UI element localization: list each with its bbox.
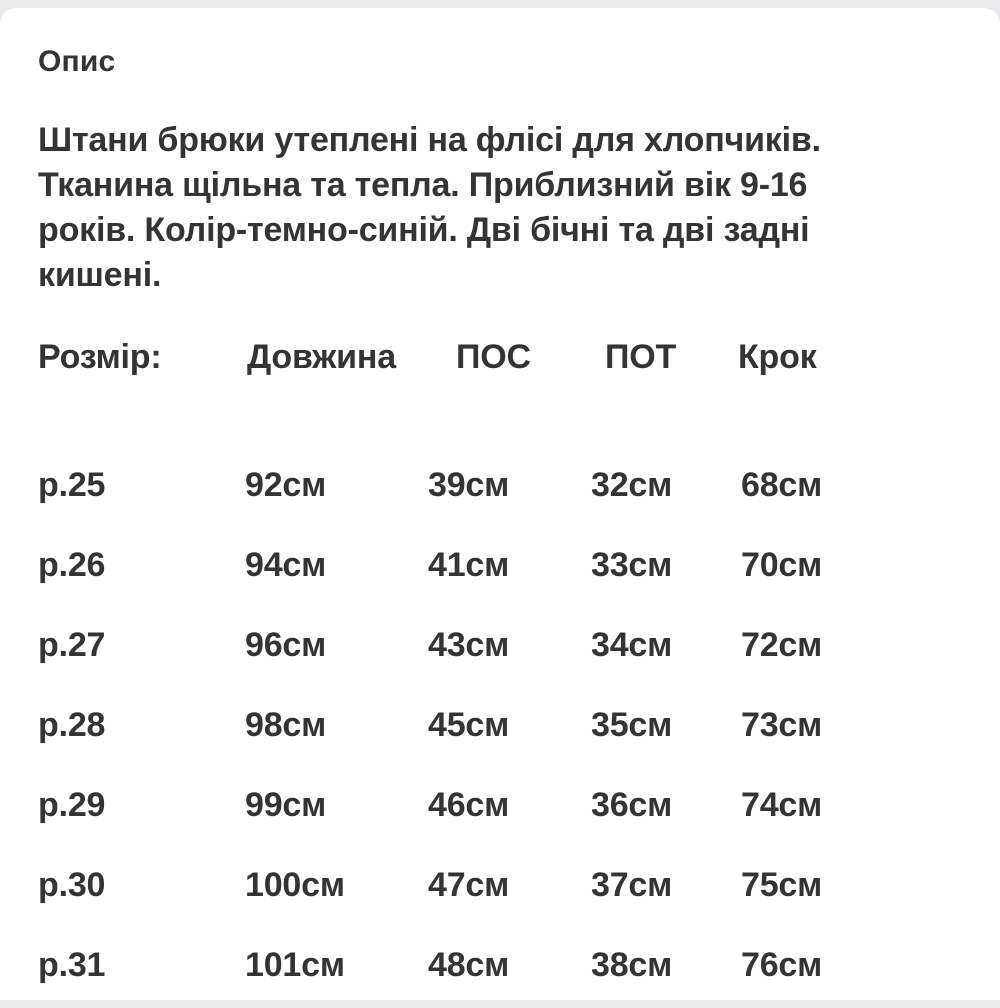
cell-pos: 43см: [428, 626, 510, 664]
cell-krok: 68см: [741, 466, 823, 504]
cell-size: р.26: [38, 546, 106, 584]
cell-pos: 39см: [428, 466, 510, 504]
header-pot: ПОТ: [605, 338, 677, 376]
header-size: Розмір:: [38, 338, 162, 376]
product-description: Штани брюки утеплені на флісі для хлопчи…: [38, 118, 962, 298]
cell-pot: 37см: [591, 866, 673, 904]
cell-size: р.31: [38, 946, 106, 984]
cell-pot: 35см: [591, 706, 673, 744]
cell-length: 96см: [245, 626, 327, 664]
description-line: Тканина щільна та тепла. Приблизний вік …: [38, 166, 808, 204]
cell-size: р.28: [38, 706, 106, 744]
size-table: Розмір: Довжина ПОС ПОТ Крок р.25 92см 3…: [38, 339, 962, 983]
cell-size: р.25: [38, 466, 106, 504]
table-row: р.30 100см 47см 37см 75см: [38, 867, 962, 903]
cell-pot: 36см: [591, 786, 673, 824]
cell-size: р.29: [38, 786, 106, 824]
cell-krok: 75см: [741, 866, 823, 904]
cell-pos: 41см: [428, 546, 510, 584]
cell-length: 98см: [245, 706, 327, 744]
table-row: р.25 92см 39см 32см 68см: [38, 467, 962, 503]
size-table-header-row: Розмір: Довжина ПОС ПОТ Крок: [38, 339, 962, 375]
table-row: р.31 101см 48см 38см 76см: [38, 947, 962, 983]
cell-krok: 76см: [741, 946, 823, 984]
cell-length: 99см: [245, 786, 327, 824]
cell-length: 100см: [245, 866, 345, 904]
cell-size: р.27: [38, 626, 106, 664]
cell-krok: 72см: [741, 626, 823, 664]
table-row: р.27 96см 43см 34см 72см: [38, 627, 962, 663]
cell-pot: 38см: [591, 946, 673, 984]
header-length: Довжина: [247, 338, 396, 376]
cell-krok: 73см: [741, 706, 823, 744]
cell-pos: 48см: [428, 946, 510, 984]
header-krok: Крок: [738, 338, 817, 376]
cell-length: 92см: [245, 466, 327, 504]
table-row: р.26 94см 41см 33см 70см: [38, 547, 962, 583]
description-card: Опис Штани брюки утеплені на флісі для х…: [0, 8, 1000, 1000]
description-line: Штани брюки утеплені на флісі для хлопчи…: [38, 121, 821, 159]
cell-pos: 46см: [428, 786, 510, 824]
cell-pot: 33см: [591, 546, 673, 584]
cell-krok: 74см: [741, 786, 823, 824]
description-line: років. Колір-темно-синій. Дві бічні та д…: [38, 211, 810, 249]
header-pos: ПОС: [456, 338, 531, 376]
cell-pot: 34см: [591, 626, 673, 664]
table-row: р.28 98см 45см 35см 73см: [38, 707, 962, 743]
section-title: Опис: [38, 45, 116, 78]
cell-size: р.30: [38, 866, 106, 904]
cell-pos: 45см: [428, 706, 510, 744]
cell-length: 94см: [245, 546, 327, 584]
table-row: р.29 99см 46см 36см 74см: [38, 787, 962, 823]
cell-pot: 32см: [591, 466, 673, 504]
cell-pos: 47см: [428, 866, 510, 904]
cell-length: 101см: [245, 946, 345, 984]
cell-krok: 70см: [741, 546, 823, 584]
description-line: кишені.: [38, 256, 162, 294]
